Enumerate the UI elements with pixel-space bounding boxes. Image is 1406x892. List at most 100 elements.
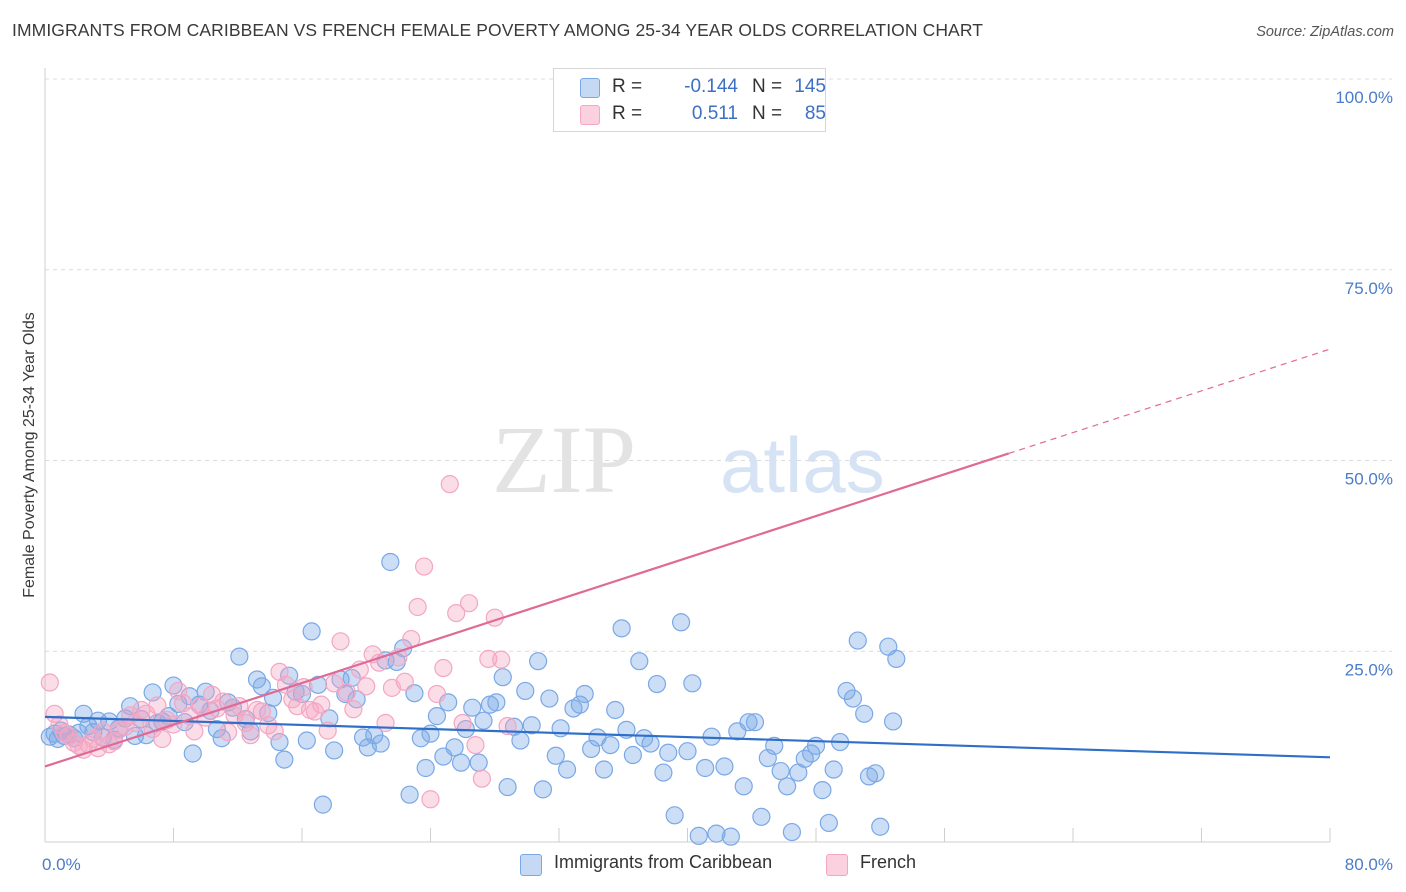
caribbean-point [275,750,294,769]
caribbean-point [630,652,649,671]
x-tick-labels: 0.0% 80.0% [42,855,1393,874]
watermark-atlas: atlas [720,421,885,509]
caribbean-point [533,780,553,799]
y-tick-label: 25.0% [1345,660,1393,679]
y-tick-label: 50.0% [1345,470,1393,489]
caribbean-point [752,807,771,826]
caribbean-point [771,761,790,781]
chart-title: IMMIGRANTS FROM CARIBBEAN VS FRENCH FEMA… [12,20,984,40]
caribbean-point [659,743,678,762]
caribbean-point [745,713,765,732]
french-trend-line [44,452,1010,768]
caribbean-point [777,777,797,796]
french-point [153,729,172,749]
caribbean-point [522,716,541,735]
french-point [453,713,472,733]
legend-swatch-french [580,105,600,125]
caribbean-point [529,652,548,671]
caribbean-point [647,674,667,694]
caribbean-point [164,676,183,695]
caribbean-point [665,806,684,825]
caribbean-point [570,695,589,714]
caribbean-point [252,677,271,696]
legend-n-value-caribbean: 145 [794,76,826,97]
french-point [84,729,103,749]
legend-swatch-caribbean [580,78,600,98]
caribbean-point [302,622,321,641]
caribbean-point [121,697,140,716]
french-point [148,696,167,715]
caribbean-point [819,813,838,833]
french-point [191,697,210,716]
french-point [185,722,204,741]
x-tick-label: 80.0% [1345,855,1393,874]
legend-r-label: R = [612,76,643,97]
caribbean-point [887,649,906,668]
legend-n-label: N = [752,76,783,97]
caribbean-point [474,711,493,730]
caribbean-point [612,619,631,638]
french-trend-line-extension [1008,348,1331,455]
legend-label-caribbean: Immigrants from Caribbean [554,852,773,872]
legend-swatch-french [826,854,848,876]
french-point [312,695,331,714]
caribbean-point [696,758,715,778]
french-point [408,597,427,617]
caribbean-point [866,764,885,783]
caribbean-point [782,822,802,842]
french-point [421,790,440,809]
caribbean-point [654,763,673,782]
series-french-points [40,475,517,809]
y-tick-label: 100.0% [1335,88,1393,107]
caribbean-point [353,728,373,747]
x-tick-label: 0.0% [42,855,81,874]
caribbean-point [848,631,867,650]
caribbean-point [445,738,464,757]
french-point [331,632,350,651]
french-point [305,702,324,721]
caribbean-point [297,731,316,750]
caribbean-point [855,704,874,723]
caribbean-point [883,712,903,731]
french-point [440,475,459,494]
legend-n-value-french: 85 [804,103,826,124]
french-point [459,594,479,613]
caribbean-point [313,795,332,814]
caribbean-point [671,613,691,632]
caribbean-point [325,741,344,760]
caribbean-point [557,760,577,779]
caribbean-point [347,690,366,709]
axes [44,68,1331,843]
y-tick-label: 75.0% [1345,279,1393,298]
caribbean-point [594,760,614,779]
caribbean-point [451,753,471,772]
french-point [116,717,135,736]
caribbean-point [689,826,708,845]
caribbean-point [469,753,488,772]
french-point [64,733,84,752]
french-point [414,557,434,576]
series-legend: Immigrants from Caribbean French [0,852,1406,878]
caribbean-point [765,736,784,755]
legend-r-value-french: 0.511 [691,103,738,124]
legend-swatch-caribbean [520,854,542,876]
chart-source: Source: ZipAtlas.com [1256,24,1394,40]
caribbean-point [270,732,289,752]
caribbean-point [207,719,226,739]
caribbean-point [707,824,726,843]
caribbean-point [721,827,740,846]
caribbean-point [371,734,390,753]
caribbean-point [308,675,328,694]
french-point [40,673,59,692]
caribbean-point [843,689,863,708]
watermark-zip: ZIP [492,406,636,513]
caribbean-point [601,735,620,755]
french-point [434,658,453,678]
caribbean-point [511,731,530,750]
legend-label-french: French [860,852,917,872]
caribbean-point [623,745,642,765]
french-point [357,677,376,696]
french-point [472,769,491,788]
caribbean-point [824,760,843,779]
